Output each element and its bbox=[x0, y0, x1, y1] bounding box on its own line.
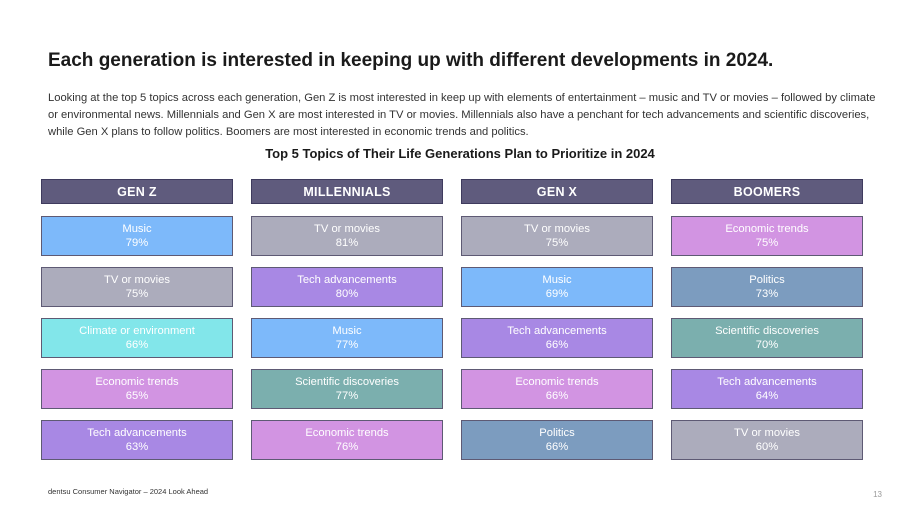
topic-cell: Tech advancements 64% bbox=[671, 369, 863, 409]
topic-value: 79% bbox=[125, 237, 149, 249]
topic-value: 73% bbox=[755, 288, 779, 300]
topic-label: Tech advancements bbox=[87, 426, 187, 439]
column-header-gen-x: GEN X bbox=[461, 179, 653, 204]
topic-value: 77% bbox=[335, 339, 359, 351]
topic-label: Politics bbox=[539, 426, 575, 439]
topic-value: 63% bbox=[125, 441, 149, 453]
topic-value: 66% bbox=[125, 339, 149, 351]
topic-value: 66% bbox=[545, 441, 569, 453]
topic-label: Economic trends bbox=[515, 375, 599, 388]
topic-label: TV or movies bbox=[314, 222, 380, 235]
topic-value: 80% bbox=[335, 288, 359, 300]
topic-cell: Economic trends 65% bbox=[41, 369, 233, 409]
chart-title: Top 5 Topics of Their Life Generations P… bbox=[265, 146, 655, 161]
topic-label: TV or movies bbox=[104, 273, 170, 286]
topic-label: Music bbox=[332, 324, 362, 337]
topic-cell: Tech advancements 80% bbox=[251, 267, 443, 307]
topic-label: Music bbox=[542, 273, 572, 286]
topic-value: 65% bbox=[125, 390, 149, 402]
topic-value: 81% bbox=[335, 237, 359, 249]
topic-value: 75% bbox=[545, 237, 569, 249]
topic-label: Tech advancements bbox=[717, 375, 817, 388]
topic-cell: TV or movies 75% bbox=[41, 267, 233, 307]
page-number: 13 bbox=[873, 490, 882, 499]
topic-label: Scientific discoveries bbox=[295, 375, 399, 388]
page-title: Each generation is interested in keeping… bbox=[48, 50, 774, 71]
topic-cell: Music 77% bbox=[251, 318, 443, 358]
topic-label: Economic trends bbox=[95, 375, 179, 388]
topic-cell: TV or movies 75% bbox=[461, 216, 653, 256]
topic-label: Economic trends bbox=[305, 426, 389, 439]
column-header-millennials: MILLENNIALS bbox=[251, 179, 443, 204]
topic-cell: Scientific discoveries 70% bbox=[671, 318, 863, 358]
topic-value: 64% bbox=[755, 390, 779, 402]
topic-cell: Scientific discoveries 77% bbox=[251, 369, 443, 409]
topic-value: 75% bbox=[755, 237, 779, 249]
topic-cell: TV or movies 81% bbox=[251, 216, 443, 256]
column-header-gen-z: GEN Z bbox=[41, 179, 233, 204]
topic-label: Tech advancements bbox=[297, 273, 397, 286]
topic-cell: Politics 73% bbox=[671, 267, 863, 307]
topic-value: 60% bbox=[755, 441, 779, 453]
page-description: Looking at the top 5 topics across each … bbox=[48, 92, 876, 138]
topic-label: Climate or environment bbox=[79, 324, 195, 337]
topic-label: Economic trends bbox=[725, 222, 809, 235]
topic-cell: Tech advancements 63% bbox=[41, 420, 233, 460]
topic-label: Music bbox=[122, 222, 152, 235]
topic-label: Scientific discoveries bbox=[715, 324, 819, 337]
topic-value: 77% bbox=[335, 390, 359, 402]
topic-value: 75% bbox=[125, 288, 149, 300]
topic-cell: Tech advancements 66% bbox=[461, 318, 653, 358]
topic-value: 70% bbox=[755, 339, 779, 351]
topic-value: 66% bbox=[545, 390, 569, 402]
column-header-boomers: BOOMERS bbox=[671, 179, 863, 204]
topic-cell: Music 79% bbox=[41, 216, 233, 256]
topic-label: Tech advancements bbox=[507, 324, 607, 337]
topic-cell: Music 69% bbox=[461, 267, 653, 307]
topic-value: 66% bbox=[545, 339, 569, 351]
topic-value: 76% bbox=[335, 441, 359, 453]
topic-label: TV or movies bbox=[524, 222, 590, 235]
topic-cell: TV or movies 60% bbox=[671, 420, 863, 460]
topic-cell: Climate or environment 66% bbox=[41, 318, 233, 358]
topic-value: 69% bbox=[545, 288, 569, 300]
footer-source: dentsu Consumer Navigator – 2024 Look Ah… bbox=[48, 487, 209, 496]
topic-cell: Economic trends 75% bbox=[671, 216, 863, 256]
topic-cell: Economic trends 76% bbox=[251, 420, 443, 460]
topic-cell: Economic trends 66% bbox=[461, 369, 653, 409]
topic-label: Politics bbox=[749, 273, 785, 286]
topic-cell: Politics 66% bbox=[461, 420, 653, 460]
topic-label: TV or movies bbox=[734, 426, 800, 439]
